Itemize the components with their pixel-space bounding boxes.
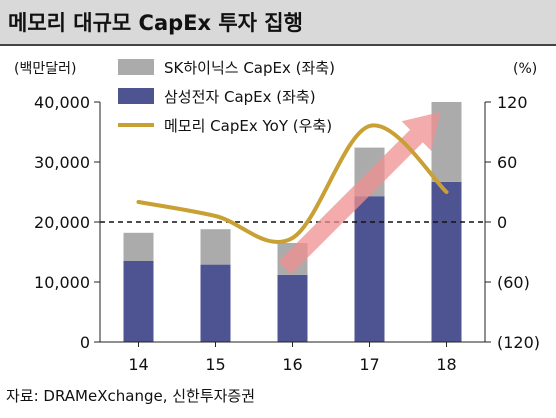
bar-samsung-16 <box>277 274 308 342</box>
y-left-tick-label: 40,000 <box>34 93 90 112</box>
legend-swatch-samsung <box>118 88 154 104</box>
bar-sk-14 <box>123 232 154 261</box>
bar-sk-15 <box>200 229 231 265</box>
line-memory-yoy <box>136 123 449 245</box>
y-left-tick-label: 20,000 <box>34 213 90 232</box>
y-right-tick-label: 60 <box>497 153 517 172</box>
bar-samsung-17 <box>354 196 385 342</box>
chart-svg: (백만달러) (%) 0 10,000 20,000 30,000 40,000 (120) (… <box>14 59 540 374</box>
legend-label-sk: SK하이닉스 CapEx (좌축) <box>164 59 335 77</box>
legend-label-samsung: 삼성전자 CapEx (좌축) <box>164 88 316 106</box>
source-note: 자료: DRAMeXchange, 신한투자증권 <box>6 387 256 405</box>
y-left-tick-label: 30,000 <box>34 153 90 172</box>
y-left-axis-label: (백만달러) <box>14 61 76 77</box>
x-tick-label-17: 17 <box>359 355 379 374</box>
x-tick-label-18: 18 <box>436 355 456 374</box>
x-tick-label-14: 14 <box>128 355 148 374</box>
x-tick-label-16: 16 <box>282 355 302 374</box>
y-left-tick-label: 10,000 <box>34 273 90 292</box>
title-bar: 메모리 대규모 CapEx 투자 집행 <box>0 0 556 46</box>
y-right-tick-label: (120) <box>497 333 540 352</box>
y-right-tick-label: (60) <box>497 273 530 292</box>
y-right-axis-label: (%) <box>513 61 537 77</box>
trend-arrow <box>278 112 441 275</box>
bar-samsung-18 <box>431 181 462 342</box>
y-left-tick-label: 0 <box>80 333 90 352</box>
bar-samsung-14 <box>123 261 154 342</box>
y-right-tick-label: 0 <box>497 213 507 232</box>
chart-title: 메모리 대규모 CapEx 투자 집행 <box>8 11 303 35</box>
x-tick-label-15: 15 <box>205 355 225 374</box>
bar-samsung-15 <box>200 264 231 342</box>
legend-swatch-sk <box>118 59 154 75</box>
y-right-tick-label: 120 <box>497 93 528 112</box>
legend-label-yoy: 메모리 CapEx YoY (우축) <box>164 117 332 135</box>
